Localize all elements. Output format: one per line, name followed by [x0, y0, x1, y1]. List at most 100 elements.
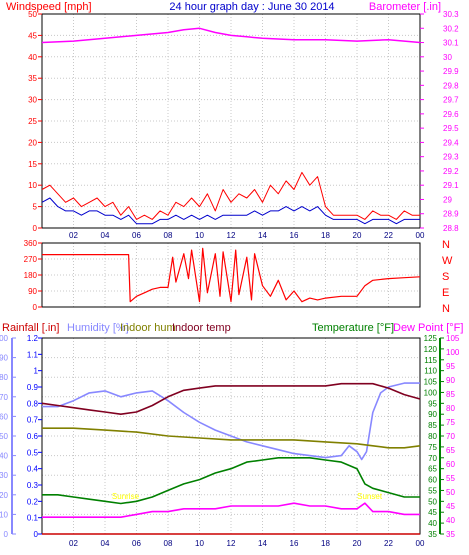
x-tick-label: 10	[195, 231, 204, 240]
annotation-sunrise: Sunrise	[112, 492, 140, 501]
wind-axis-label: 20	[28, 138, 37, 147]
dewpoint-line	[42, 502, 420, 518]
wind-axis-label: 35	[28, 74, 37, 83]
baro-axis-title: Barometer [.in]	[369, 1, 441, 13]
x-tick-label: 10	[195, 539, 204, 548]
direction-axis-label: 180	[24, 271, 38, 280]
wind-axis-label: 50	[28, 10, 37, 19]
rainfall-axis-ticks: 0 0.1 0.2 0.3 0.4 0.5 0.6 0.7 0.8 0.9 1 1.1 1.2	[27, 334, 42, 539]
compass-label: E	[442, 287, 449, 299]
temperature-line	[42, 457, 420, 505]
x-tick-label: 14	[258, 539, 267, 548]
dewpoint-axis-label: 60	[446, 460, 455, 469]
humidity-axis-label: 30	[0, 471, 9, 480]
wind-axis-label: 30	[28, 96, 37, 105]
temperature-axis-label: 35	[428, 530, 437, 539]
dewpoint-axis-label: 100	[446, 348, 460, 357]
dewpoint-axis-label: 90	[446, 376, 455, 385]
wind-axis-label: 10	[28, 181, 37, 190]
direction-series	[42, 247, 421, 303]
wind_avg-line	[41, 197, 420, 225]
rainfall-axis-label: 0.9	[27, 383, 39, 392]
baro-axis-label: 29.8	[443, 81, 459, 90]
dewpoint-axis-label: 80	[446, 404, 455, 413]
temperature-axis-label: 65	[428, 465, 437, 474]
dewpoint-axis-label: 35	[446, 530, 455, 539]
legend: Rainfall [.in] Humidity [%] Indoor hum I…	[2, 322, 463, 334]
dewpoint-axis-label: 55	[446, 474, 455, 483]
humidity-axis-label: 60	[0, 412, 9, 421]
legend-temperature: Temperature [°F]	[312, 322, 394, 334]
temperature-axis-label: 115	[424, 356, 437, 365]
humidity-line	[42, 382, 420, 461]
baro-axis-label: 29.2	[443, 167, 459, 176]
humidity-axis-ticks: 0 10 20 30 40 50 60 70 80 90 100	[0, 334, 16, 539]
humidity-axis-label: 20	[0, 491, 9, 500]
x-tick-label: 02	[69, 231, 78, 240]
rainfall-axis-label: 1	[34, 367, 39, 376]
dewpoint-axis-ticks: 35 40 45 50 55 60 65 70 75 80 85 90 95 100 105	[446, 334, 460, 539]
x-tick-label: 00	[416, 231, 425, 240]
humidity-axis-label: 80	[0, 373, 9, 382]
chart-title: 24 hour graph day : June 30 2014	[169, 1, 334, 13]
temperature-axis-label: 120	[424, 345, 438, 354]
rainfall-axis-label: 0.6	[27, 432, 39, 441]
compass-label: S	[442, 271, 449, 283]
baro-axis-label: 30.3	[443, 10, 459, 19]
humidity-axis-label: 0	[4, 530, 9, 539]
dewpoint-axis-label: 65	[446, 446, 455, 455]
temperature-axis-label: 75	[428, 443, 437, 452]
wind_gust-line	[41, 171, 420, 220]
baro-axis-label: 30	[443, 53, 452, 62]
temperature-axis-label: 45	[428, 508, 437, 517]
baro-axis-label: 29.4	[443, 138, 459, 147]
baro-axis-label: 29.9	[443, 67, 459, 76]
dewpoint-axis-label: 105	[446, 334, 460, 343]
temperature-axis-label: 40	[428, 519, 437, 528]
rainfall-axis-label: 0.3	[27, 481, 39, 490]
humidity-axis-label: 90	[0, 354, 9, 363]
x-tick-label: 04	[101, 231, 110, 240]
temperature-axis-label: 80	[428, 432, 437, 441]
dewpoint-axis-label: 75	[446, 418, 455, 427]
direction-axis-label: 360	[24, 239, 38, 248]
legend-humidity: Humidity [%]	[67, 322, 129, 334]
temperature-axis-label: 55	[428, 486, 437, 495]
sun-annotations: Sunrise Sunset	[112, 492, 383, 501]
baro-axis-label: 29.3	[443, 153, 459, 162]
x-tick-label: 20	[353, 231, 362, 240]
dewpoint-axis-label: 70	[446, 432, 455, 441]
barometer-line	[41, 27, 421, 44]
rainfall-axis-label: 0.2	[27, 497, 39, 506]
rainfall-axis-label: 0.1	[27, 514, 39, 523]
baro-axis-label: 28.9	[443, 210, 459, 219]
x-tick-label: 12	[227, 539, 236, 548]
wind-axis-label: 0	[33, 224, 38, 233]
direction-axis-label: 90	[28, 287, 37, 296]
dewpoint-axis-label: 95	[446, 362, 455, 371]
temperature-axis-label: 100	[424, 388, 438, 397]
temp-x-ticks: 02 04 06 08 10 12 14 16 18 20 22 00	[69, 539, 425, 548]
rainfall-axis-label: 1.1	[27, 350, 39, 359]
x-tick-label: 20	[353, 539, 362, 548]
legend-indoor-hum: Indoor hum	[120, 322, 176, 334]
x-tick-label: 16	[290, 231, 299, 240]
wind-baro-series	[41, 27, 421, 225]
dewpoint-axis-label: 45	[446, 502, 455, 511]
baro-axis-label: 29.6	[443, 110, 459, 119]
x-tick-label: 14	[258, 231, 267, 240]
compass-label: N	[442, 303, 450, 315]
temperature-axis-label: 110	[424, 367, 437, 376]
baro-axis-label: 29.5	[443, 124, 459, 133]
rainfall-axis-label: 0.4	[27, 465, 39, 474]
wind-x-ticks: 02 04 06 08 10 12 14 16 18 20 22 00	[69, 231, 425, 240]
temperature-axis-label: 60	[428, 476, 437, 485]
x-tick-label: 18	[321, 539, 330, 548]
temperature-axis-label: 125	[424, 334, 438, 343]
x-tick-label: 00	[416, 539, 425, 548]
